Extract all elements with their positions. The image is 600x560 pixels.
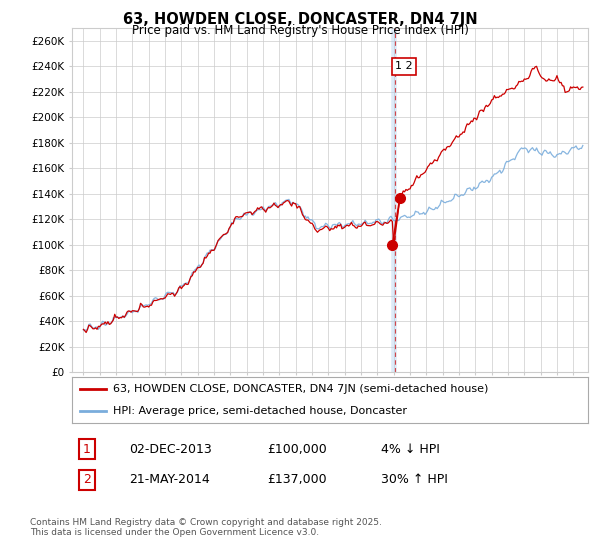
Text: 63, HOWDEN CLOSE, DONCASTER, DN4 7JN: 63, HOWDEN CLOSE, DONCASTER, DN4 7JN [122,12,478,27]
Text: 4% ↓ HPI: 4% ↓ HPI [381,442,440,456]
Text: 1 2: 1 2 [395,61,413,71]
Text: 30% ↑ HPI: 30% ↑ HPI [381,473,448,487]
Text: Contains HM Land Registry data © Crown copyright and database right 2025.
This d: Contains HM Land Registry data © Crown c… [30,518,382,538]
Text: £137,000: £137,000 [267,473,326,487]
Text: 21-MAY-2014: 21-MAY-2014 [129,473,210,487]
Text: Price paid vs. HM Land Registry's House Price Index (HPI): Price paid vs. HM Land Registry's House … [131,24,469,36]
Text: 2: 2 [83,473,91,487]
Text: £100,000: £100,000 [267,442,327,456]
Text: HPI: Average price, semi-detached house, Doncaster: HPI: Average price, semi-detached house,… [113,406,407,416]
Text: 02-DEC-2013: 02-DEC-2013 [129,442,212,456]
Text: 63, HOWDEN CLOSE, DONCASTER, DN4 7JN (semi-detached house): 63, HOWDEN CLOSE, DONCASTER, DN4 7JN (se… [113,384,488,394]
Text: 1: 1 [83,442,91,456]
